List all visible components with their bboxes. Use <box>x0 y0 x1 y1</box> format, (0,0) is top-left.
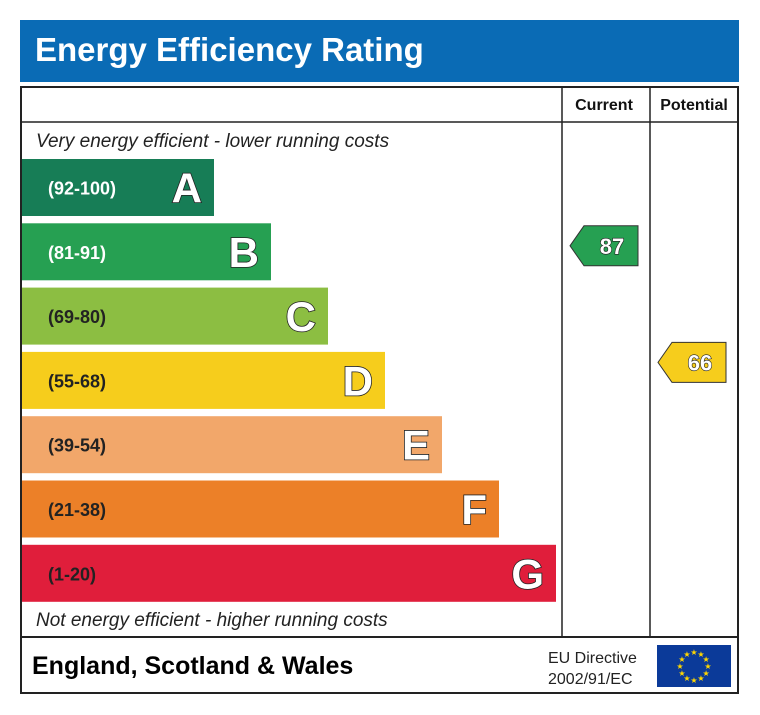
band-range-f: (21-38) <box>48 500 106 520</box>
band-e: (39-54) E <box>22 416 442 474</box>
eu-flag-icon: ★ ★★★★★★★★★★★ <box>657 645 731 687</box>
band-letter-a: A <box>172 165 202 212</box>
potential-rating-arrow: 66 <box>657 341 727 383</box>
eu-star-icon: ★ <box>678 669 685 678</box>
eu-star-icon: ★ <box>676 662 683 671</box>
directive-line-2: 2002/91/EC <box>548 671 633 688</box>
band-range-b: (81-91) <box>48 243 106 263</box>
eu-star-icon: ★ <box>690 648 697 657</box>
eu-star-icon: ★ <box>703 655 710 664</box>
band-letter-c: C <box>286 293 316 340</box>
band-range-g: (1-20) <box>48 564 96 584</box>
band-letter-e: E <box>402 422 430 469</box>
band-b: (81-91) B <box>22 223 271 281</box>
potential-rating-shape <box>657 341 727 383</box>
band-letter-d: D <box>343 357 373 404</box>
potential-rating-value: 66 <box>688 350 712 375</box>
band-bar-f <box>22 480 499 538</box>
eu-star-icon: ★ <box>683 674 690 683</box>
region-label: England, Scotland & Wales <box>32 652 353 680</box>
band-letter-g: G <box>511 550 544 597</box>
eu-star-icon: ★ <box>678 655 685 664</box>
band-range-a: (92-100) <box>48 179 116 199</box>
eu-star-icon: ★ <box>697 674 704 683</box>
band-bar-c <box>22 287 328 345</box>
band-bar-d <box>22 351 385 409</box>
directive-line-1: EU Directive <box>548 650 637 667</box>
bottom-caption: Not energy efficient - higher running co… <box>36 610 388 631</box>
band-f: (21-38) F <box>22 480 499 538</box>
top-caption: Very energy efficient - lower running co… <box>36 131 390 152</box>
eu-star-icon: ★ <box>704 662 711 671</box>
band-d: (55-68) D <box>22 351 385 409</box>
band-g: (1-20) G <box>22 544 556 602</box>
potential-column-header: Potential <box>660 97 728 114</box>
band-bar-e <box>22 416 442 474</box>
band-bar-g <box>22 544 556 602</box>
rating-bands: (92-100) A (81-91) B (69-80) C (55-68) D (39-54)… <box>22 159 556 602</box>
band-range-d: (55-68) <box>48 371 106 391</box>
rating-arrows: 87 66 <box>569 225 727 383</box>
current-rating-value: 87 <box>600 234 624 259</box>
current-rating-shape <box>569 225 639 267</box>
band-c: (69-80) C <box>22 287 328 345</box>
band-range-e: (39-54) <box>48 436 106 456</box>
band-range-c: (69-80) <box>48 307 106 327</box>
band-letter-b: B <box>229 229 259 276</box>
band-letter-f: F <box>461 486 487 533</box>
band-bar-a <box>22 159 214 216</box>
title-banner <box>20 20 739 82</box>
eu-star-icon: ★ <box>683 650 690 659</box>
eu-star-icon: ★ <box>697 650 704 659</box>
current-rating-arrow: 87 <box>569 225 639 267</box>
current-column-header: Current <box>575 97 633 114</box>
band-a: (92-100) A <box>22 159 214 216</box>
chart-title: Energy Efficiency Rating <box>35 31 424 68</box>
eu-star-icon: ★ <box>703 669 710 678</box>
chart-frame <box>20 86 739 694</box>
band-bar-b <box>22 223 271 281</box>
eu-star-icon: ★ <box>690 676 697 685</box>
